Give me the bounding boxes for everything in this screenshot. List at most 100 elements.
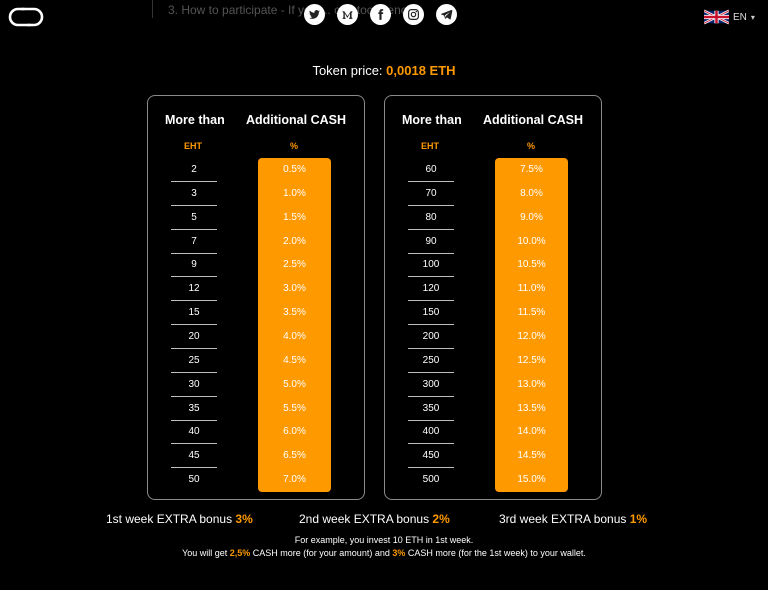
col-header-additional-cash: Additional CASH [246,113,346,127]
chevron-down-icon: ▾ [750,12,755,22]
percent-cell: 9.0% [520,211,543,223]
percent-cell: 4.0% [283,330,306,342]
percent-cell: 3.0% [283,283,306,295]
amount-cell: 350 [408,397,454,421]
table-row: 3 1.0% [148,182,364,206]
table-row: 40 6.0% [148,420,364,445]
amount-cell: 400 [408,420,454,445]
week3-bonus-label: 3rd week EXTRA bonus [499,512,630,526]
example-text: You will get [182,548,230,558]
week2-bonus-value: 2% [432,512,450,526]
percent-cell: 14.5% [517,450,546,462]
percent-cell: 13.5% [517,402,546,414]
amount-cell: 200 [408,325,454,349]
table-row: 80 9.0% [385,206,601,230]
percent-cell: 12.0% [517,330,546,342]
percent-cell: 14.0% [517,426,546,438]
week1-bonus-label: 1st week EXTRA bonus [106,512,236,526]
percent-cell: 7.0% [283,474,306,486]
week1-bonus-value: 3% [235,512,253,526]
amount-cell: 3 [171,182,217,206]
instagram-icon[interactable] [403,4,424,25]
percent-cell: 13.0% [517,378,546,390]
percent-cell: 2.0% [283,235,306,247]
example-week-bonus: 3% [392,548,406,558]
percent-column-highlight [258,158,331,492]
col-unit-eht: EHT [421,141,439,151]
example-amount-bonus: 2,5% [229,548,251,558]
amount-cell: 500 [422,474,440,486]
table-row: 120 11.0% [385,277,601,302]
amount-cell: 100 [408,253,454,278]
amount-cell: 60 [408,158,454,182]
twitter-icon[interactable] [304,4,325,25]
percent-cell: 15.0% [517,474,546,486]
language-selector[interactable]: EN ▾ [704,9,755,25]
bonus-table-left: More than Additional CASH EHT % 2 0.5% 3 1.… [147,95,365,500]
example-line-2: You will get 2,5% CASH more (for your am… [0,548,768,558]
table-row: 35 5.5% [148,397,364,421]
col-unit-eht: EHT [184,141,202,151]
table-row: 250 12.5% [385,349,601,373]
percent-cell: 10.5% [517,259,546,271]
percent-cell: 7.5% [520,164,543,175]
col-header-additional-cash: Additional CASH [483,113,583,127]
week3-bonus-value: 1% [629,512,648,526]
link-logo-icon[interactable] [8,6,44,28]
week2-bonus: 2nd week EXTRA bonus 2% [299,512,450,526]
percent-cell: 6.5% [283,450,306,462]
table-row: 15 3.5% [148,301,364,326]
amount-cell: 120 [408,277,454,302]
table-row: 100 10.5% [385,253,601,278]
amount-cell: 450 [408,444,454,469]
table-row: 450 14.5% [385,444,601,469]
amount-cell: 25 [171,349,217,373]
token-price-value: 0,0018 ETH [386,63,456,78]
amount-cell: 5 [171,206,217,230]
percent-cell: 5.0% [283,378,306,390]
table-row: 400 14.0% [385,420,601,445]
percent-cell: 8.0% [520,187,543,199]
example-text: CASH more (for your amount) and [250,548,393,558]
col-unit-percent: % [527,141,536,151]
percent-cell: 5.5% [283,402,306,414]
amount-cell: 15 [171,301,217,326]
amount-cell: 80 [408,206,454,230]
table-row: 5 1.5% [148,206,364,230]
table-row: 300 13.0% [385,373,601,397]
table-row: 70 8.0% [385,182,601,206]
percent-cell: 3.5% [283,307,306,319]
percent-cell: 11.5% [517,307,546,319]
table-row: 30 5.0% [148,373,364,397]
amount-cell: 7 [171,230,217,254]
amount-cell: 250 [408,349,454,373]
amount-cell: 150 [408,301,454,326]
percent-cell: 6.0% [283,426,306,438]
amount-cell: 70 [408,182,454,206]
amount-cell: 45 [171,444,217,469]
amount-cell: 12 [171,277,217,302]
week2-bonus-label: 2nd week EXTRA bonus [299,512,433,526]
divider [152,0,153,18]
table-row: 7 2.0% [148,230,364,254]
amount-cell: 50 [188,474,200,486]
medium-icon[interactable] [337,4,358,25]
social-links [304,4,457,25]
table-row: 500 15.0% [385,468,601,492]
week3-bonus: 3rd week EXTRA bonus 1% [499,512,647,526]
uk-flag-icon [704,9,729,25]
table-row: 90 10.0% [385,230,601,254]
percent-cell: 2.5% [283,259,306,271]
week1-bonus: 1st week EXTRA bonus 3% [106,512,253,526]
amount-cell: 2 [171,158,217,182]
percent-cell: 10.0% [517,235,546,247]
telegram-icon[interactable] [436,4,457,25]
col-header-more-than: More than [402,113,462,127]
facebook-icon[interactable] [370,4,391,25]
example-text: CASH more (for the 1st week) to your wal… [405,548,586,558]
col-header-more-than: More than [165,113,225,127]
percent-column-highlight [495,158,568,492]
token-price-label: Token price: [312,63,387,78]
table-row: 150 11.5% [385,301,601,326]
amount-cell: 90 [408,230,454,254]
